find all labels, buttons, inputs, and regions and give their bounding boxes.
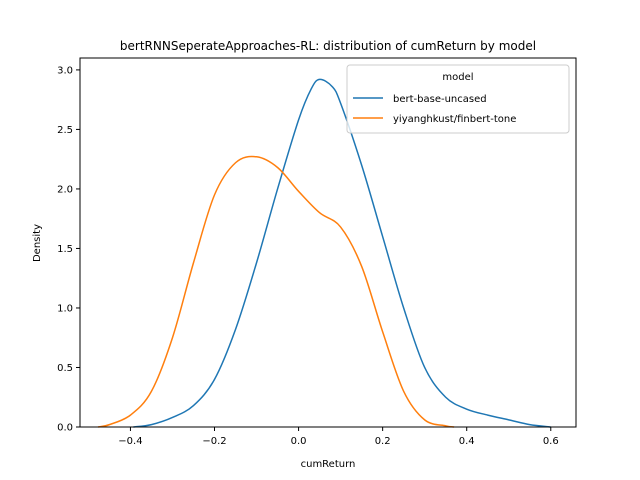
chart-title: bertRNNSeperateApproaches-RL: distributi… <box>120 39 536 53</box>
y-tick-label: 1.5 <box>57 244 73 255</box>
series-line-bert-base-uncased <box>133 78 551 428</box>
x-axis: −0.4 −0.2 0.0 0.2 0.4 0.6 <box>118 427 559 447</box>
legend-label-bert-base-uncased: bert-base-uncased <box>393 94 487 105</box>
y-tick-label: 0.5 <box>57 363 73 374</box>
plot-lines <box>97 78 551 428</box>
x-tick-label: 0.6 <box>543 436 559 447</box>
plot-frame <box>79 57 577 428</box>
x-axis-label: cumReturn <box>301 459 356 470</box>
y-axis-label: Density <box>32 224 43 262</box>
x-tick-label: 0.0 <box>291 436 307 447</box>
y-tick-label: 3.0 <box>57 65 73 76</box>
legend: model bert-base-uncased yiyanghkust/finb… <box>346 64 570 134</box>
y-tick-label: 0.0 <box>57 423 73 434</box>
x-tick-label: −0.4 <box>118 436 142 447</box>
legend-box <box>346 64 570 134</box>
y-tick-label: 2.0 <box>57 184 73 195</box>
x-tick-label: 0.4 <box>459 436 475 447</box>
x-tick-label: 0.2 <box>375 436 391 447</box>
legend-title: model <box>442 72 473 83</box>
x-tick-label: −0.2 <box>202 436 226 447</box>
y-tick-label: 2.5 <box>57 125 73 136</box>
y-tick-label: 1.0 <box>57 303 73 314</box>
legend-label-finbert-tone: yiyanghkust/finbert-tone <box>393 114 516 125</box>
series-line-yiyanghkust-finbert-tone <box>97 155 455 428</box>
y-axis: 0.0 0.5 1.0 1.5 2.0 2.5 3.0 <box>57 65 80 434</box>
